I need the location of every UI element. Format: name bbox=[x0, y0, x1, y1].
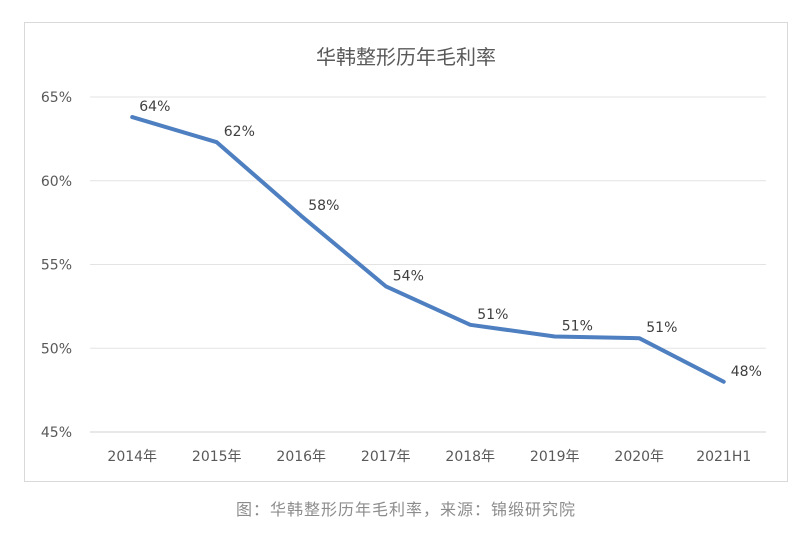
x-tick-label: 2021H1 bbox=[696, 449, 751, 465]
y-tick-label: 65% bbox=[41, 90, 72, 106]
data-point bbox=[130, 115, 134, 119]
data-label: 51% bbox=[646, 320, 677, 336]
chart-frame bbox=[24, 22, 788, 482]
data-point bbox=[299, 214, 303, 218]
series-line bbox=[130, 115, 726, 384]
x-tick-label: 2015年 bbox=[192, 449, 242, 465]
data-label: 48% bbox=[731, 364, 762, 380]
data-point bbox=[384, 284, 388, 288]
data-label: 58% bbox=[308, 198, 339, 214]
x-tick-label: 2020年 bbox=[614, 449, 664, 465]
y-tick-label: 60% bbox=[41, 174, 72, 190]
data-label: 51% bbox=[562, 319, 593, 335]
y-tick-label: 45% bbox=[41, 425, 72, 441]
data-point bbox=[722, 380, 726, 384]
x-tick-label: 2019年 bbox=[530, 449, 580, 465]
x-tick-label: 2018年 bbox=[445, 449, 495, 465]
data-label: 64% bbox=[139, 99, 170, 115]
data-point bbox=[637, 336, 641, 340]
data-label: 54% bbox=[393, 268, 424, 284]
x-tick-label: 2014年 bbox=[107, 449, 157, 465]
chart-title: 华韩整形历年毛利率 bbox=[316, 45, 496, 69]
data-label: 51% bbox=[477, 307, 508, 323]
data-point bbox=[215, 140, 219, 144]
x-tick-label: 2016年 bbox=[276, 449, 326, 465]
data-point bbox=[468, 323, 472, 327]
data-label: 62% bbox=[224, 124, 255, 140]
y-tick-label: 55% bbox=[41, 258, 72, 274]
figure-caption: 图：华韩整形历年毛利率，来源：锦缎研究院 bbox=[235, 500, 576, 519]
y-tick-label: 50% bbox=[41, 341, 72, 357]
data-point bbox=[553, 335, 557, 339]
x-tick-label: 2017年 bbox=[361, 449, 411, 465]
